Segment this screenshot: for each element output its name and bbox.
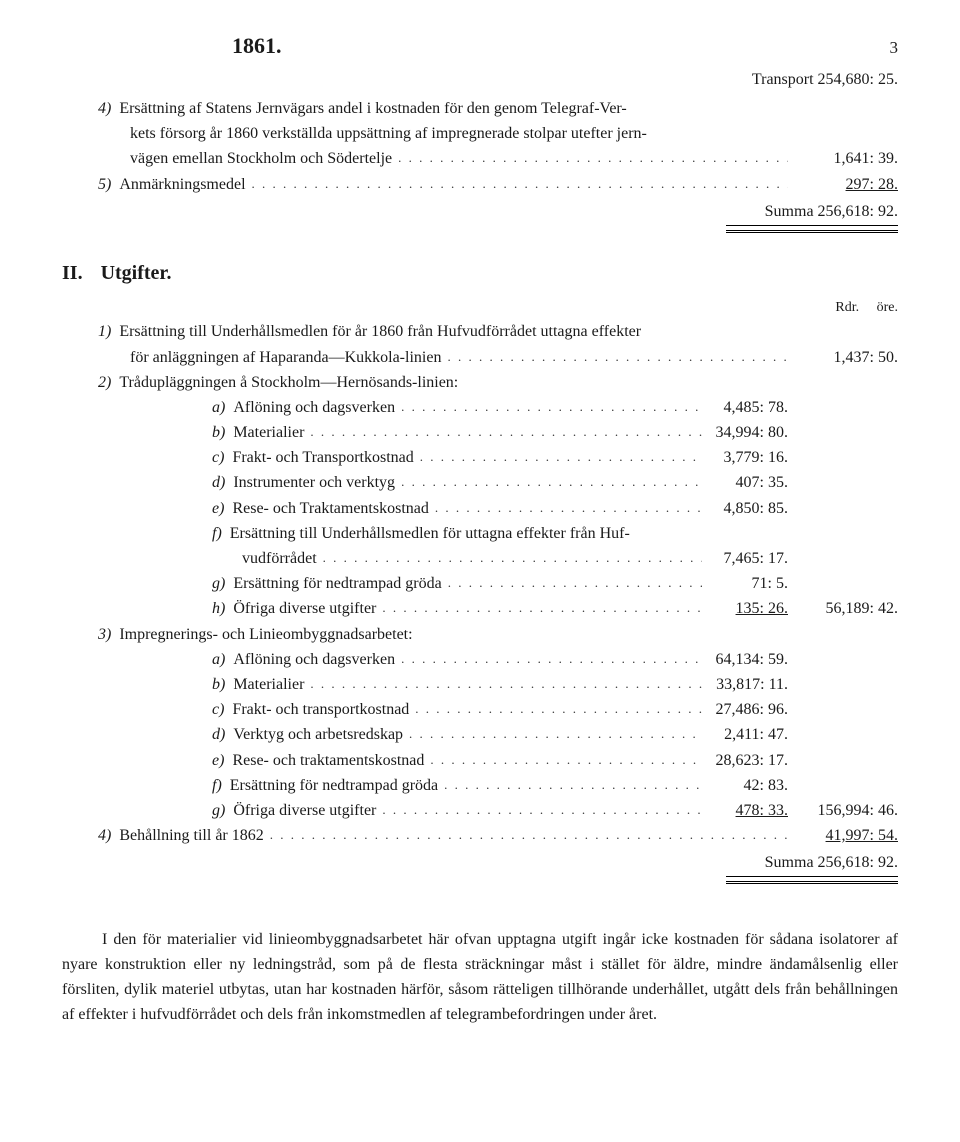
transport-label: Transport [752, 71, 814, 88]
g3-a: a) Aflöning och dagsverken 64,134: 59. [62, 648, 898, 671]
section-title-text: Utgifter. [101, 259, 172, 288]
group-total: 156,994: 46. [794, 799, 898, 822]
col-rdr: Rdr. [835, 300, 859, 315]
header-row: 1861. 3 [62, 30, 898, 62]
g3-b: b) Materialier 33,817: 11. [62, 673, 898, 696]
group-1: 1) Ersättning till Underhållsmedlen för … [62, 320, 898, 368]
top-entry-5: 5) Anmärkningsmedel 297: 28. [62, 173, 898, 196]
entry-num: 4) [98, 100, 111, 117]
entry-text: vägen emellan Stockholm och Södertelje [130, 147, 392, 170]
footnote-paragraph: I den för materialier vid linieombyggnad… [62, 928, 898, 1027]
g3-e: e) Rese- och traktamentskostnad 28,623: … [62, 749, 898, 772]
page-number: 3 [890, 36, 899, 61]
entry-num: 1) [98, 323, 111, 340]
g2-g: g) Ersättning för nedtrampad gröda 71: 5… [62, 572, 898, 595]
g2-b: b) Materialier 34,994: 80. [62, 421, 898, 444]
entry-text: Anmärkningsmedel [119, 176, 245, 193]
g2-h: h) Öfriga diverse utgifter 135: 26. 56,1… [62, 597, 898, 620]
group-4: 4) Behållning till år 1862 41,997: 54. [62, 824, 898, 847]
entry-num: 5) [98, 176, 111, 193]
footnote-text: I den för materialier vid linieombyggnad… [62, 928, 898, 1027]
section-roman: II. [62, 259, 83, 288]
g3-d: d) Verktyg och arbetsredskap 2,411: 47. [62, 723, 898, 746]
entry-amount: 1,641: 39. [794, 147, 898, 170]
g2-d: d) Instrumenter och verktyg 407: 35. [62, 471, 898, 494]
entry-amount: 297: 28. [794, 173, 898, 196]
entry-num: 2) [98, 374, 111, 391]
section2-summa: Summa 256,618: 92. [62, 851, 898, 874]
document-page: 1861. 3 Transport 254,680: 25. 4) Ersätt… [0, 0, 960, 1068]
col-ore: öre. [877, 300, 898, 315]
group-total: 56,189: 42. [794, 597, 898, 620]
entry-amount: 1,437: 50. [794, 346, 898, 369]
transport-line: Transport 254,680: 25. [62, 68, 898, 91]
entry-text: för anläggningen af Haparanda—Kukkola-li… [130, 346, 441, 369]
transport-amount: 254,680: 25. [818, 71, 898, 88]
g3-c: c) Frakt- och transportkostnad 27,486: 9… [62, 698, 898, 721]
g2-c: c) Frakt- och Transportkostnad 3,779: 16… [62, 446, 898, 469]
g2-a: a) Aflöning och dagsverken 4,485: 78. [62, 396, 898, 419]
top-summa: Summa 256,618: 92. [62, 200, 898, 223]
double-rule [726, 225, 898, 233]
group-3-header: 3) Impregnerings- och Linieombyggnadsarb… [62, 623, 898, 646]
entry-text: Trådupläggningen å Stockholm—Hernösands-… [119, 374, 458, 391]
g3-f: f) Ersättning för nedtrampad gröda 42: 8… [62, 774, 898, 797]
g2-f: f) Ersättning till Underhållsmedlen för … [62, 522, 898, 570]
year-heading: 1861. [232, 30, 282, 62]
group-2-header: 2) Trådupläggningen å Stockholm—Hernösan… [62, 371, 898, 394]
summa-label: Summa [765, 203, 814, 220]
section-heading: II. Utgifter. [62, 259, 898, 288]
g3-g: g) Öfriga diverse utgifter 478: 33. 156,… [62, 799, 898, 822]
column-headers: Rdr. öre. [62, 298, 898, 318]
g2-e: e) Rese- och Traktamentskostnad 4,850: 8… [62, 497, 898, 520]
double-rule [726, 876, 898, 884]
summa-amount: 256,618: 92. [818, 203, 898, 220]
top-entry-4: 4) Ersättning af Statens Jernvägars ande… [62, 97, 898, 171]
